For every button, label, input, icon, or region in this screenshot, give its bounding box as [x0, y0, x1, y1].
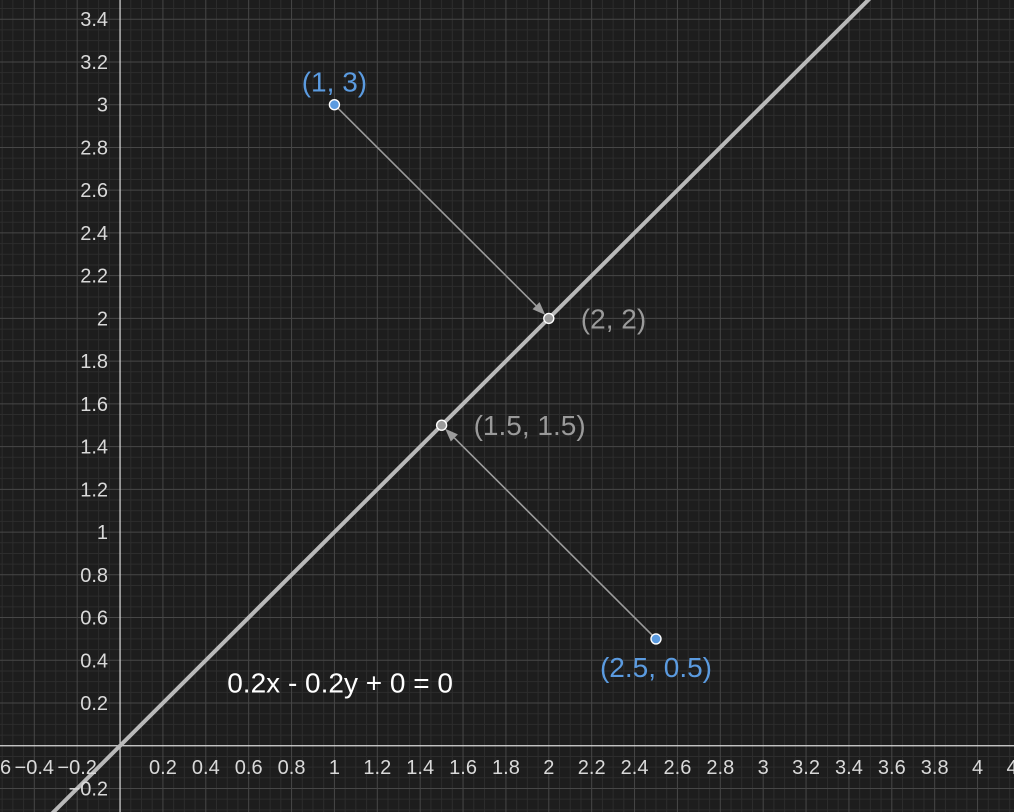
vector-arrowhead — [445, 428, 458, 442]
x-tick-label: 1 — [329, 757, 340, 779]
point-source-2 — [650, 633, 662, 645]
y-tick-label: 0.6 — [80, 608, 108, 630]
points — [328, 99, 662, 645]
equation-label: 0.2x - 0.2y + 0 = 0 — [227, 667, 453, 698]
y-tick-label: 2 — [97, 308, 108, 330]
point-label-source-1: (1, 3) — [302, 67, 367, 98]
y-tick-label: 2.6 — [80, 180, 108, 202]
point-labels: (1, 3) (2.5, 0.5) (2, 2) (1.5, 1.5) — [302, 67, 712, 683]
point-projection-1 — [543, 312, 555, 325]
y-tick-label: 2.4 — [80, 223, 108, 245]
x-tick-label: 0.8 — [278, 757, 306, 779]
x-tick-label: 1.4 — [406, 757, 434, 779]
point-label-projection-2: (1.5, 1.5) — [474, 410, 586, 441]
vector-shaft — [453, 437, 657, 640]
y-tick-label: 1 — [97, 522, 108, 544]
y-tick-label: 3.2 — [80, 52, 108, 74]
point-projection-2 — [435, 419, 448, 431]
vector-arrowhead — [532, 302, 546, 315]
y-tick-label: 1.2 — [80, 479, 108, 501]
x-tick-label: 0.4 — [192, 757, 220, 779]
point-label-projection-1: (2, 2) — [581, 303, 646, 334]
y-tick-label: 2.2 — [80, 266, 108, 288]
x-tick-label: 2.8 — [706, 757, 734, 779]
y-tick-label: 0.4 — [80, 650, 108, 672]
x-tick-label: 2 — [543, 757, 554, 779]
y-tick-label: 3 — [97, 95, 108, 117]
x-tick-label: −0.2 — [57, 757, 96, 779]
x-tick-label: 4.2 — [1007, 757, 1014, 779]
x-tick-label: 3.4 — [835, 757, 863, 779]
y-tick-label: 1.8 — [80, 351, 108, 373]
x-tick-label: 3.8 — [921, 757, 949, 779]
y-tick-label: 0.8 — [80, 565, 108, 587]
x-tick-label: −0.4 — [15, 757, 54, 779]
x-tick-label: 0.2 — [149, 757, 177, 779]
x-tick-label: 4 — [972, 757, 983, 779]
vector-layer — [333, 104, 657, 640]
y-tick-label: 0.2 — [80, 693, 108, 715]
x-tick-label: 1.6 — [449, 757, 477, 779]
y-tick-label: 2.8 — [80, 137, 108, 159]
x-tick-label: 2.4 — [621, 757, 649, 779]
x-tick-label: 3 — [758, 757, 769, 779]
x-tick-label: 1.2 — [363, 757, 391, 779]
tick-labels: −0.6−0.4−0.20.20.40.60.811.21.41.61.822.… — [0, 9, 1014, 800]
y-tick-label: 1.6 — [80, 394, 108, 416]
point-source-1 — [328, 99, 341, 111]
vector-shaft — [333, 104, 537, 307]
x-tick-label: 2.2 — [578, 757, 606, 779]
point-label-source-2: (2.5, 0.5) — [600, 652, 712, 683]
x-tick-label: 2.6 — [664, 757, 692, 779]
x-tick-label: 3.2 — [792, 757, 820, 779]
x-tick-label: 0.6 — [235, 757, 263, 779]
y-tick-label: 1.4 — [80, 437, 108, 459]
y-tick-label: −0.2 — [69, 778, 108, 800]
x-tick-label: −0.6 — [0, 757, 11, 779]
x-tick-label: 1.8 — [492, 757, 520, 779]
y-tick-label: 3.4 — [80, 9, 108, 31]
x-tick-label: 3.6 — [878, 757, 906, 779]
